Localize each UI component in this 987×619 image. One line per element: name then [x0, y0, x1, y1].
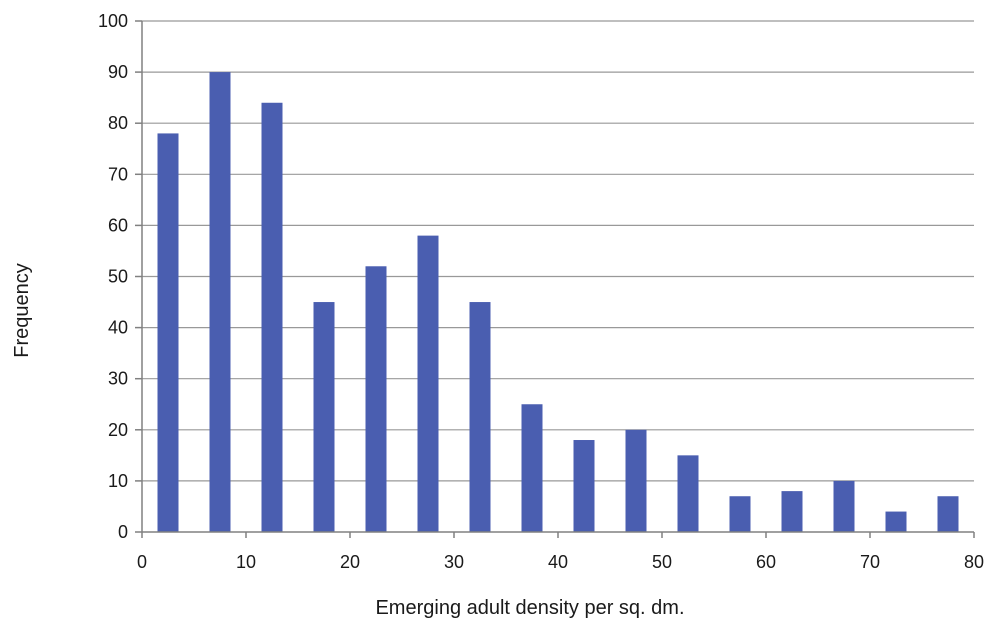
bar	[677, 455, 699, 532]
bar	[573, 440, 595, 532]
axes	[135, 20, 975, 538]
y-tick-label: 50	[108, 267, 128, 287]
bar	[729, 496, 751, 532]
x-tick-label: 0	[137, 552, 147, 572]
y-tick-label: 20	[108, 420, 128, 440]
x-tick-label: 80	[964, 552, 984, 572]
bar	[209, 72, 231, 532]
bar	[469, 302, 491, 532]
x-axis-title: Emerging adult density per sq. dm.	[375, 597, 684, 619]
y-tick-labels: 0 10 20 30 40 50 60 70 80 90 100	[98, 11, 128, 542]
y-tick-label: 40	[108, 318, 128, 338]
y-tick-label: 60	[108, 215, 128, 235]
bar	[157, 133, 179, 533]
bar	[521, 404, 543, 532]
y-tick-label: 10	[108, 471, 128, 491]
x-tick-label: 40	[548, 552, 568, 572]
x-tick-label: 70	[860, 552, 880, 572]
bar	[937, 496, 959, 532]
x-tick-label: 50	[652, 552, 672, 572]
bar	[781, 491, 803, 532]
bar	[417, 235, 439, 532]
x-tick-label: 10	[236, 552, 256, 572]
y-tick-label: 70	[108, 164, 128, 184]
y-tick-label: 90	[108, 62, 128, 82]
x-tick-labels: 0 10 20 30 40 50 60 70 80	[137, 552, 984, 572]
bar	[261, 102, 283, 532]
bar	[833, 480, 855, 532]
x-tick-label: 60	[756, 552, 776, 572]
bar	[885, 511, 907, 532]
bars	[157, 72, 959, 533]
y-tick-label: 100	[98, 11, 128, 31]
x-tick-label: 30	[444, 552, 464, 572]
bar	[313, 302, 335, 532]
y-tick-label: 0	[118, 522, 128, 542]
x-tick-label: 20	[340, 552, 360, 572]
y-tick-label: 80	[108, 113, 128, 133]
bar	[625, 429, 647, 532]
y-axis-title: Frequency	[11, 263, 33, 358]
y-tick-label: 30	[108, 369, 128, 389]
bar	[365, 266, 387, 532]
